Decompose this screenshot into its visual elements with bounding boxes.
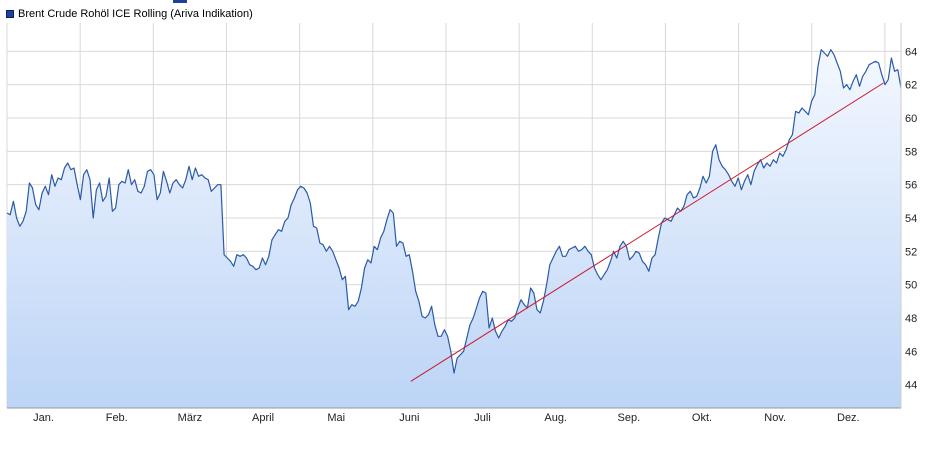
y-tick-label: 54 — [905, 213, 917, 225]
y-tick-label: 48 — [905, 313, 917, 325]
legend-tab-marker — [173, 0, 187, 3]
price-line — [6, 49, 902, 374]
area-layer — [7, 49, 901, 408]
y-tick-label: 44 — [905, 380, 917, 392]
x-tick-label: Juni — [399, 412, 419, 424]
x-tick-label: Okt. — [692, 412, 712, 424]
x-tick-label: Sep. — [618, 412, 641, 424]
legend-label: Brent Crude Rohöl ICE Rolling (Ariva Ind… — [18, 7, 253, 20]
x-tick-label: Feb. — [106, 412, 128, 424]
line-layer — [6, 49, 902, 374]
x-tick-label: Aug. — [544, 412, 567, 424]
chart-legend: Brent Crude Rohöl ICE Rolling (Ariva Ind… — [6, 7, 253, 20]
x-tick-label: Dez. — [837, 412, 860, 424]
x-tick-label: Mai — [327, 412, 345, 424]
y-tick-label: 64 — [905, 46, 917, 58]
y-tick-label: 56 — [905, 180, 917, 192]
x-tick-label: Jan. — [33, 412, 54, 424]
legend-swatch — [6, 9, 14, 18]
x-tick-label: Nov. — [764, 412, 786, 424]
trend-line — [410, 82, 884, 382]
y-tick-label: 60 — [905, 113, 917, 125]
trend-layer — [410, 82, 884, 382]
x-tick-label: März — [178, 412, 202, 424]
x-tick-label: Juli — [474, 412, 491, 424]
x-tick-label: April — [252, 412, 274, 424]
price-area — [7, 49, 901, 408]
y-tick-label: 58 — [905, 146, 917, 158]
axis-layer: 44 46 48 50 52 54 56 58 60 62 64 Jan. Feb. März April M… — [7, 23, 917, 424]
y-tick-label: 52 — [905, 246, 917, 258]
y-tick-label: 50 — [905, 280, 917, 292]
y-tick-label: 46 — [905, 346, 917, 358]
y-tick-label: 62 — [905, 80, 917, 92]
